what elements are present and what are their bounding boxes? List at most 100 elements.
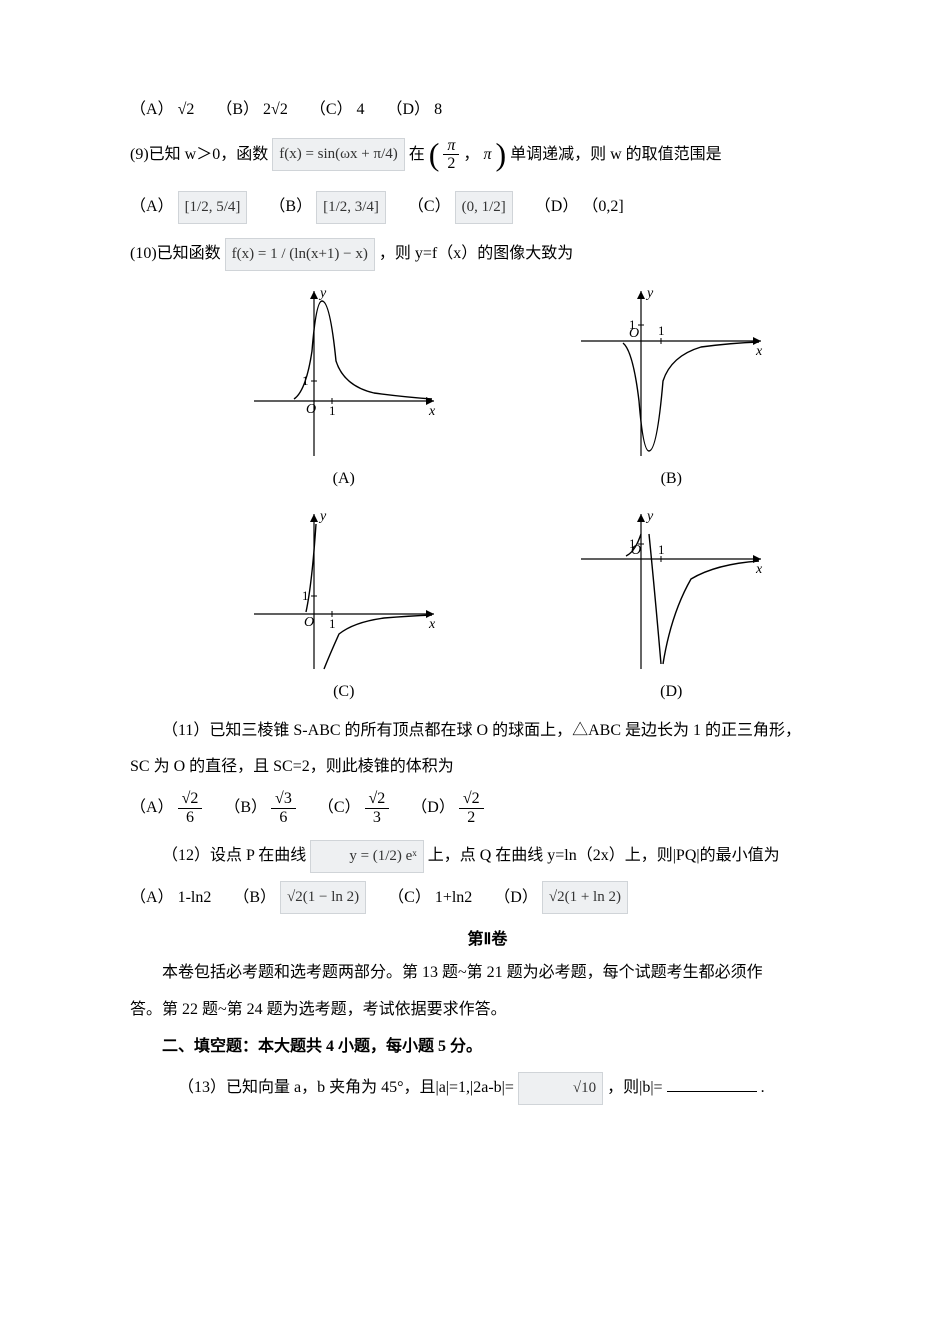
opt-label: （B） <box>269 198 312 215</box>
axis-y: y <box>645 286 654 301</box>
axis-x: x <box>428 404 436 419</box>
q12-opt-B: （B） √2(1 − ln 2) <box>233 889 370 906</box>
axis-y: y <box>318 286 327 301</box>
q10-stem: (10)已知函数 f(x) = 1 / (ln(x+1) − x) ，则 y=f… <box>130 238 845 271</box>
interval-left-frac: π 2 <box>443 137 459 173</box>
frac-den: 6 <box>178 809 203 827</box>
q12-formula: y = (1/2) eˣ <box>310 840 423 873</box>
graph-D-label: (D) <box>538 678 806 707</box>
q8-opt-C: （C） 4 <box>310 101 369 118</box>
graph-C: O x y 1 1 (C) <box>210 504 478 707</box>
q9-mid: 在 <box>409 146 425 163</box>
opt-label: （A） <box>130 889 174 906</box>
q9-options: （A） [1/2, 5/4] （B） [1/2, 3/4] （C） (0, 1/… <box>130 191 845 224</box>
frac-den: 6 <box>271 809 296 827</box>
opt-label: （A） <box>130 799 174 816</box>
graph-C-label: (C) <box>210 678 478 707</box>
opt-value: [1/2, 3/4] <box>316 191 386 224</box>
interval-comma: ， <box>463 146 479 163</box>
q11-opt-D: （D） √2 2 <box>411 799 483 816</box>
q11-line1: （11）已知三棱锥 S-ABC 的所有顶点都在球 O 的球面上，△ABC 是边长… <box>130 717 845 746</box>
graph-D: O x y 1 1 (D) <box>538 504 806 707</box>
q8-options: （A） √2 （B） 2√2 （C） 4 （D） 8 <box>130 96 845 125</box>
q13-blank <box>667 1076 757 1092</box>
frac-num: √2 <box>178 790 203 809</box>
graph-C-svg: O x y 1 1 <box>244 504 444 674</box>
q13-stem: （13）已知向量 a，b 夹角为 45°，且|a|=1,|2a-b|= √10 … <box>130 1072 845 1105</box>
opt-label: （B） <box>216 101 259 118</box>
q9-opt-B: （B） [1/2, 3/4] <box>269 198 390 215</box>
axis-y: y <box>318 509 327 524</box>
opt-value: [1/2, 5/4] <box>178 191 248 224</box>
opt-label: （B） <box>233 889 276 906</box>
tick-1y: 1 <box>629 317 636 332</box>
frac-num: π <box>443 137 459 156</box>
graph-A-svg: O x y 1 1 <box>244 281 444 461</box>
opt-frac: √2 6 <box>178 790 203 826</box>
interval-right: π <box>483 146 491 163</box>
frac-num: √2 <box>365 790 390 809</box>
q12-options: （A） 1-ln2 （B） √2(1 − ln 2) （C） 1+ln2 （D）… <box>130 881 845 914</box>
q10-formula: f(x) = 1 / (ln(x+1) − x) <box>225 238 375 271</box>
q13-prefix: （13）已知向量 a，b 夹角为 45°，且|a|=1,|2a-b|= <box>178 1079 514 1096</box>
q12-prefix: （12）设点 P 在曲线 <box>162 848 306 865</box>
q11-opt-A: （A） √2 6 <box>130 799 206 816</box>
opt-frac: √2 2 <box>459 790 484 826</box>
axis-y: y <box>645 509 654 524</box>
q9-opt-C: （C） (0, 1/2] <box>408 198 517 215</box>
graph-B-label: (B) <box>538 465 806 494</box>
open-paren-icon: ( <box>429 142 440 168</box>
q12-opt-C: （C） 1+ln2 <box>388 889 476 906</box>
frac-num: √2 <box>459 790 484 809</box>
opt-frac: √3 6 <box>271 790 296 826</box>
opt-value: √2 <box>178 101 195 118</box>
opt-value: √2(1 + ln 2) <box>542 881 628 914</box>
opt-label: （C） <box>388 889 431 906</box>
opt-label: （C） <box>318 799 361 816</box>
opt-label: （D） <box>411 799 455 816</box>
opt-label: （B） <box>224 799 267 816</box>
opt-label: （C） <box>408 198 451 215</box>
opt-value: √2(1 − ln 2) <box>280 881 366 914</box>
opt-value: 8 <box>434 101 442 118</box>
part2-desc1: 本卷包括必考题和选考题两部分。第 13 题~第 21 题为必考题，每个试题考生都… <box>130 959 845 988</box>
axis-x: x <box>755 562 763 577</box>
q13-formula: √10 <box>518 1072 603 1105</box>
q9-opt-A: （A） [1/2, 5/4] <box>130 198 251 215</box>
tick-1: 1 <box>329 616 336 631</box>
q11-opt-C: （C） √2 3 <box>318 799 393 816</box>
q10-prefix: (10)已知函数 <box>130 245 221 262</box>
q8-opt-A: （A） √2 <box>130 101 198 118</box>
q11-options: （A） √2 6 （B） √3 6 （C） √2 3 （D） √2 2 <box>130 790 845 826</box>
frac-den: 2 <box>443 155 459 173</box>
opt-label: （A） <box>130 198 174 215</box>
opt-value: (0, 1/2] <box>455 191 513 224</box>
opt-value: （0,2] <box>582 198 623 215</box>
q9-formula: f(x) = sin(ωx + π/4) <box>272 138 405 171</box>
q12-mid: 上，点 Q 在曲线 y=ln（2x）上，则|PQ|的最小值为 <box>428 848 780 865</box>
opt-frac: √2 3 <box>365 790 390 826</box>
axis-origin: O <box>304 615 314 630</box>
opt-label: （A） <box>130 101 174 118</box>
close-paren-icon: ) <box>495 142 506 168</box>
opt-value: 1+ln2 <box>435 889 472 906</box>
tick-1: 1 <box>658 323 665 338</box>
part2-section: 二、填空题：本大题共 4 小题，每小题 5 分。 <box>130 1033 845 1062</box>
axis-origin: O <box>306 402 316 417</box>
graph-A-label: (A) <box>210 465 478 494</box>
q13-suffix: . <box>761 1079 765 1096</box>
frac-den: 3 <box>365 809 390 827</box>
opt-label: （D） <box>494 889 538 906</box>
q8-opt-B: （B） 2√2 <box>216 101 291 118</box>
graph-B: O x y 1 1 (B) <box>538 281 806 494</box>
opt-label: （D） <box>535 198 579 215</box>
opt-value: 4 <box>357 101 365 118</box>
q9-suffix: 单调递减，则 w 的取值范围是 <box>510 146 722 163</box>
tick-1: 1 <box>658 542 665 557</box>
opt-value: 2√2 <box>263 101 288 118</box>
axis-x: x <box>428 617 436 632</box>
part2-desc2: 答。第 22 题~第 24 题为选考题，考试依据要求作答。 <box>130 996 845 1025</box>
q12-stem: （12）设点 P 在曲线 y = (1/2) eˣ 上，点 Q 在曲线 y=ln… <box>130 840 845 873</box>
tick-1: 1 <box>329 403 336 418</box>
graph-D-svg: O x y 1 1 <box>571 504 771 674</box>
